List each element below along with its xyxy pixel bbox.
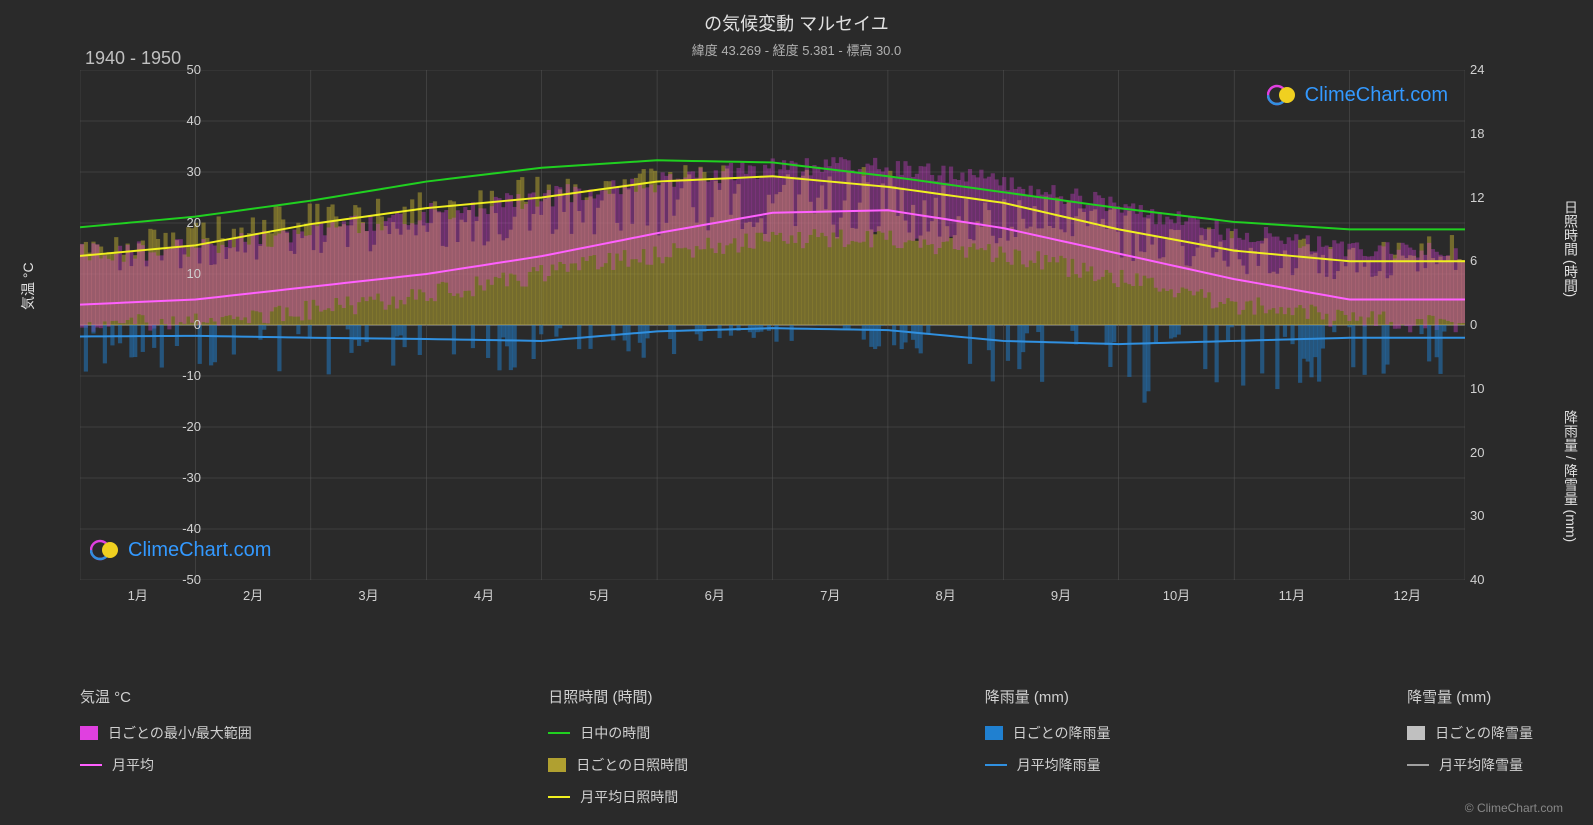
chart-title: の気候変動 マルセイユ xyxy=(0,0,1593,36)
left-tick: -30 xyxy=(161,470,201,485)
left-tick: -10 xyxy=(161,368,201,383)
month-tick: 2月 xyxy=(243,585,263,604)
plot-area xyxy=(80,70,1465,580)
month-tick: 4月 xyxy=(474,585,494,604)
legend-label: 日ごとの最小/最大範囲 xyxy=(108,723,252,743)
right-tick: 24 xyxy=(1470,62,1484,77)
climechart-logo-icon xyxy=(1267,80,1297,110)
legend-item: 月平均日照時間 xyxy=(548,787,688,807)
right-tick: 18 xyxy=(1470,126,1484,141)
legend-label: 日ごとの降雪量 xyxy=(1435,723,1533,743)
month-tick: 9月 xyxy=(1051,585,1071,604)
legend-col-sunshine: 日照時間 (時間) 日中の時間日ごとの日照時間月平均日照時間 xyxy=(548,686,688,807)
left-tick: 20 xyxy=(161,215,201,230)
chart-subtitle: 緯度 43.269 - 経度 5.381 - 標高 30.0 xyxy=(0,36,1593,59)
legend-item: 月平均 xyxy=(80,755,252,775)
legend-swatch xyxy=(1407,764,1429,766)
watermark-top: ClimeChart.com xyxy=(1267,80,1448,110)
legend-label: 日ごとの日照時間 xyxy=(576,755,688,775)
legend-item: 日ごとの日照時間 xyxy=(548,755,688,775)
legend-col-temp: 気温 °C 日ごとの最小/最大範囲月平均 xyxy=(80,686,252,807)
legend-item: 日ごとの降雨量 xyxy=(985,723,1111,743)
month-tick: 7月 xyxy=(820,585,840,604)
left-tick: 40 xyxy=(161,113,201,128)
y-axis-right-top-label: 日照時間 (時間) xyxy=(1561,200,1581,297)
left-tick: 0 xyxy=(161,317,201,332)
month-tick: 6月 xyxy=(705,585,725,604)
legend-header: 降雪量 (mm) xyxy=(1407,686,1533,707)
left-tick: -20 xyxy=(161,419,201,434)
legend-item: 日中の時間 xyxy=(548,723,688,743)
legend-header: 気温 °C xyxy=(80,686,252,707)
right-tick: 0 xyxy=(1470,317,1477,332)
legend-swatch xyxy=(548,796,570,798)
legend-item: 月平均降雪量 xyxy=(1407,755,1533,775)
right-tick: 10 xyxy=(1470,381,1484,396)
month-tick: 12月 xyxy=(1394,585,1421,604)
left-tick: 30 xyxy=(161,164,201,179)
legend-header: 降雨量 (mm) xyxy=(985,686,1111,707)
legend-swatch xyxy=(548,732,570,734)
right-tick: 12 xyxy=(1470,190,1484,205)
climate-chart: の気候変動 マルセイユ 緯度 43.269 - 経度 5.381 - 標高 30… xyxy=(0,0,1593,825)
left-tick: -50 xyxy=(161,572,201,587)
watermark-text: ClimeChart.com xyxy=(1305,84,1448,107)
month-tick: 11月 xyxy=(1279,585,1306,604)
watermark-text: ClimeChart.com xyxy=(128,539,271,562)
right-tick: 6 xyxy=(1470,253,1477,268)
left-tick: 10 xyxy=(161,266,201,281)
legend-swatch xyxy=(985,764,1007,766)
y-axis-left-label: 気温 °C xyxy=(18,262,38,310)
y-axis-right-bottom-label: 降雨量 / 降雪量 (mm) xyxy=(1561,410,1581,542)
legend-swatch xyxy=(80,726,98,740)
legend-header: 日照時間 (時間) xyxy=(548,686,688,707)
month-tick: 3月 xyxy=(358,585,378,604)
legend-item: 月平均降雨量 xyxy=(985,755,1111,775)
legend-label: 日中の時間 xyxy=(580,723,650,743)
right-tick: 40 xyxy=(1470,572,1484,587)
climechart-logo-icon xyxy=(90,535,120,565)
legend-col-snow: 降雪量 (mm) 日ごとの降雪量月平均降雪量 xyxy=(1407,686,1533,807)
right-tick: 30 xyxy=(1470,508,1484,523)
left-tick: -40 xyxy=(161,521,201,536)
legend-swatch xyxy=(548,758,566,772)
legend-label: 月平均 xyxy=(112,755,154,775)
month-tick: 8月 xyxy=(936,585,956,604)
legend-swatch xyxy=(985,726,1003,740)
copyright: © ClimeChart.com xyxy=(1465,801,1563,815)
legend-swatch xyxy=(80,764,102,766)
legend: 気温 °C 日ごとの最小/最大範囲月平均 日照時間 (時間) 日中の時間日ごとの日照… xyxy=(80,686,1533,807)
right-tick: 20 xyxy=(1470,445,1484,460)
legend-label: 日ごとの降雨量 xyxy=(1013,723,1111,743)
legend-label: 月平均日照時間 xyxy=(580,787,678,807)
chart-svg xyxy=(80,70,1465,580)
legend-label: 月平均降雨量 xyxy=(1017,755,1101,775)
legend-item: 日ごとの降雪量 xyxy=(1407,723,1533,743)
watermark-bottom: ClimeChart.com xyxy=(90,535,271,565)
legend-label: 月平均降雪量 xyxy=(1439,755,1523,775)
legend-swatch xyxy=(1407,726,1425,740)
month-tick: 5月 xyxy=(589,585,609,604)
left-tick: 50 xyxy=(161,62,201,77)
month-tick: 1月 xyxy=(128,585,148,604)
legend-item: 日ごとの最小/最大範囲 xyxy=(80,723,252,743)
legend-col-rain: 降雨量 (mm) 日ごとの降雨量月平均降雨量 xyxy=(985,686,1111,807)
month-tick: 10月 xyxy=(1163,585,1190,604)
